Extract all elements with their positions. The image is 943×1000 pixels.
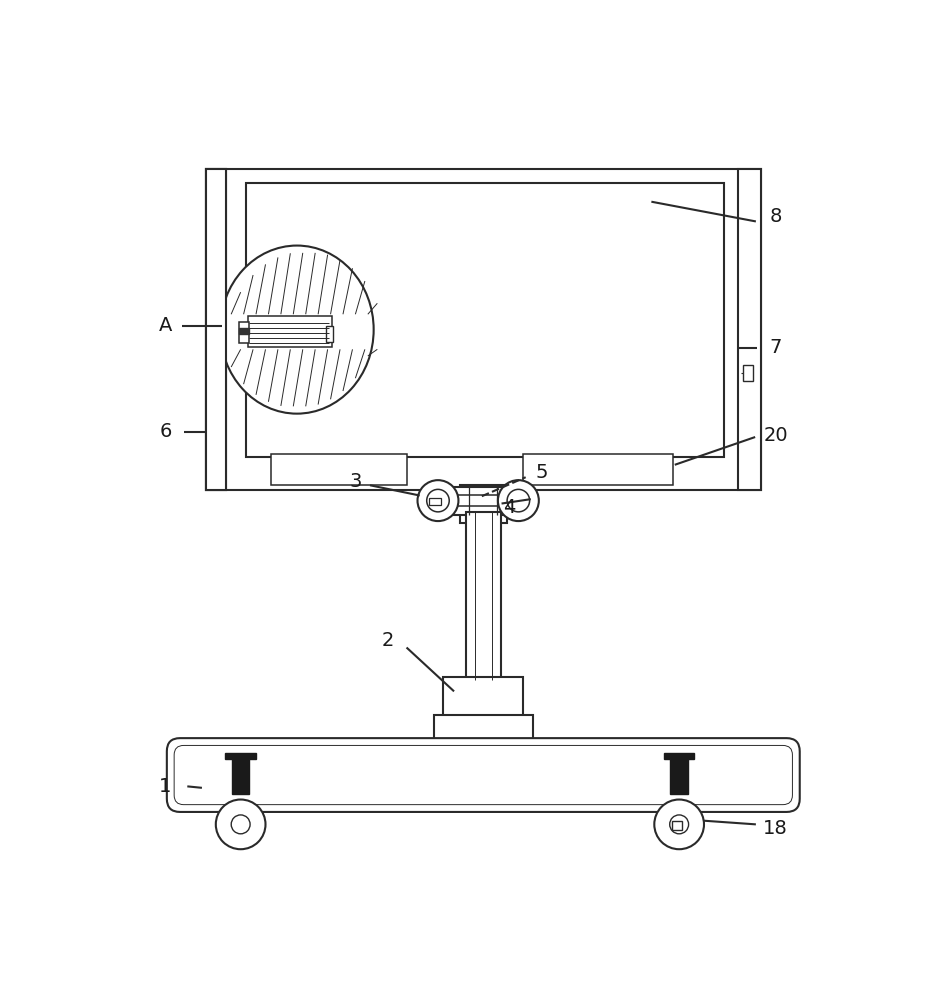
Text: 2: 2	[382, 631, 394, 650]
Circle shape	[670, 815, 688, 834]
Text: 7: 7	[769, 338, 782, 357]
Bar	[206, 169, 226, 490]
Bar	[743, 365, 753, 381]
Circle shape	[507, 489, 530, 512]
Bar	[434, 715, 533, 743]
Polygon shape	[240, 328, 249, 334]
Bar	[466, 512, 501, 680]
Text: 3: 3	[349, 472, 361, 491]
Circle shape	[427, 489, 449, 512]
Text: 1: 1	[159, 777, 172, 796]
Bar	[671, 821, 682, 830]
Polygon shape	[225, 753, 256, 794]
Bar	[460, 485, 506, 523]
Bar	[429, 498, 441, 505]
Text: 5: 5	[536, 463, 548, 482]
Ellipse shape	[221, 246, 373, 414]
Text: 20: 20	[763, 426, 788, 445]
Circle shape	[654, 800, 704, 849]
Bar	[451, 741, 516, 757]
FancyBboxPatch shape	[174, 745, 792, 805]
FancyBboxPatch shape	[167, 738, 800, 812]
Bar	[737, 169, 761, 490]
Text: 18: 18	[763, 819, 788, 838]
Polygon shape	[664, 753, 694, 794]
Bar	[248, 316, 332, 347]
Bar	[448, 487, 519, 515]
Bar	[448, 495, 519, 506]
Bar	[523, 454, 673, 485]
Bar	[206, 169, 761, 490]
Text: 8: 8	[769, 207, 782, 226]
Bar	[443, 677, 523, 717]
Text: 4: 4	[503, 498, 515, 517]
Bar	[272, 454, 406, 485]
Circle shape	[216, 800, 266, 849]
Text: A: A	[158, 316, 172, 335]
Bar	[206, 169, 226, 490]
Text: 6: 6	[159, 422, 172, 441]
Bar	[240, 322, 249, 343]
Bar	[326, 326, 334, 342]
Circle shape	[231, 815, 250, 834]
Circle shape	[498, 480, 538, 521]
Circle shape	[418, 480, 458, 521]
Bar	[246, 183, 724, 457]
